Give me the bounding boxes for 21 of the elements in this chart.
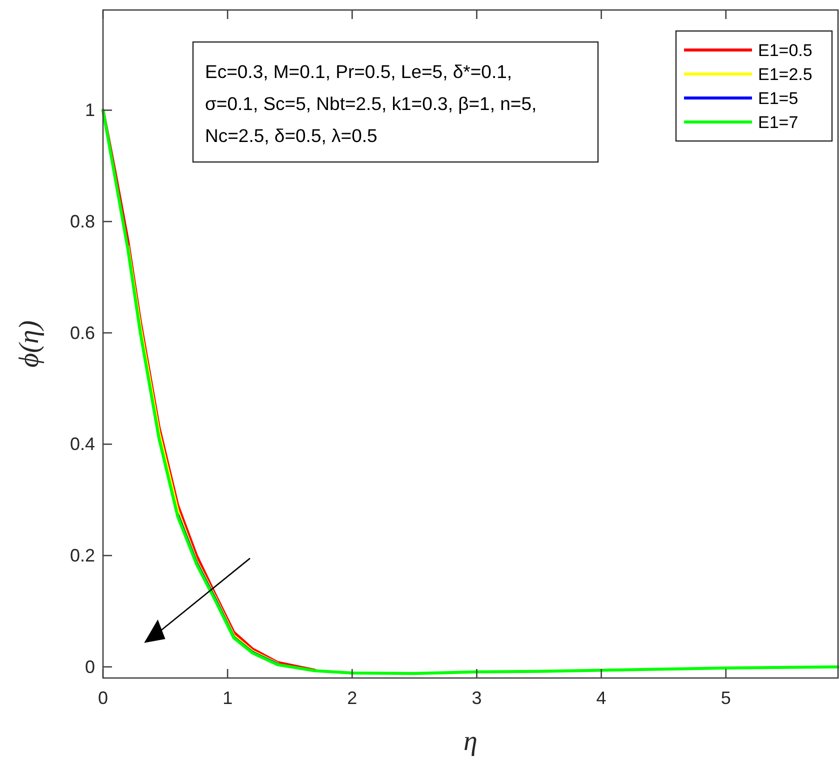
annotation: Ec=0.3, M=0.1, Pr=0.5, Le=5, δ*=0.1, — [205, 61, 512, 82]
y-tick-label: 1 — [84, 100, 95, 120]
annotation: Nc=2.5, δ=0.5, λ=0.5 — [205, 125, 378, 146]
y-tick-label: 0.6 — [70, 322, 95, 343]
x-tick-label: 4 — [596, 688, 606, 708]
legend-label: E1=7 — [758, 113, 798, 132]
annotation: σ=0.1, Sc=5, Nbt=2.5, k1=0.3, β=1, n=5, — [205, 93, 537, 114]
y-tick-label: 0.4 — [70, 434, 95, 454]
legend-label: E1=2.5 — [758, 65, 812, 84]
x-tick-label: 3 — [472, 688, 482, 708]
y-tick-label: 0.8 — [70, 212, 95, 232]
x-tick-label: 0 — [98, 688, 108, 708]
x-tick-label: 2 — [347, 688, 358, 708]
y-axis-title: ϕ(η) — [14, 320, 45, 368]
legend-label: E1=0.5 — [758, 41, 812, 60]
x-tick-label: 1 — [222, 688, 233, 708]
x-tick-label: 5 — [720, 688, 731, 708]
y-tick-label: 0 — [84, 656, 95, 677]
legend-label: E1=5 — [758, 89, 798, 108]
x-axis-title: η — [464, 726, 478, 757]
y-tick-label: 0.2 — [70, 546, 95, 566]
